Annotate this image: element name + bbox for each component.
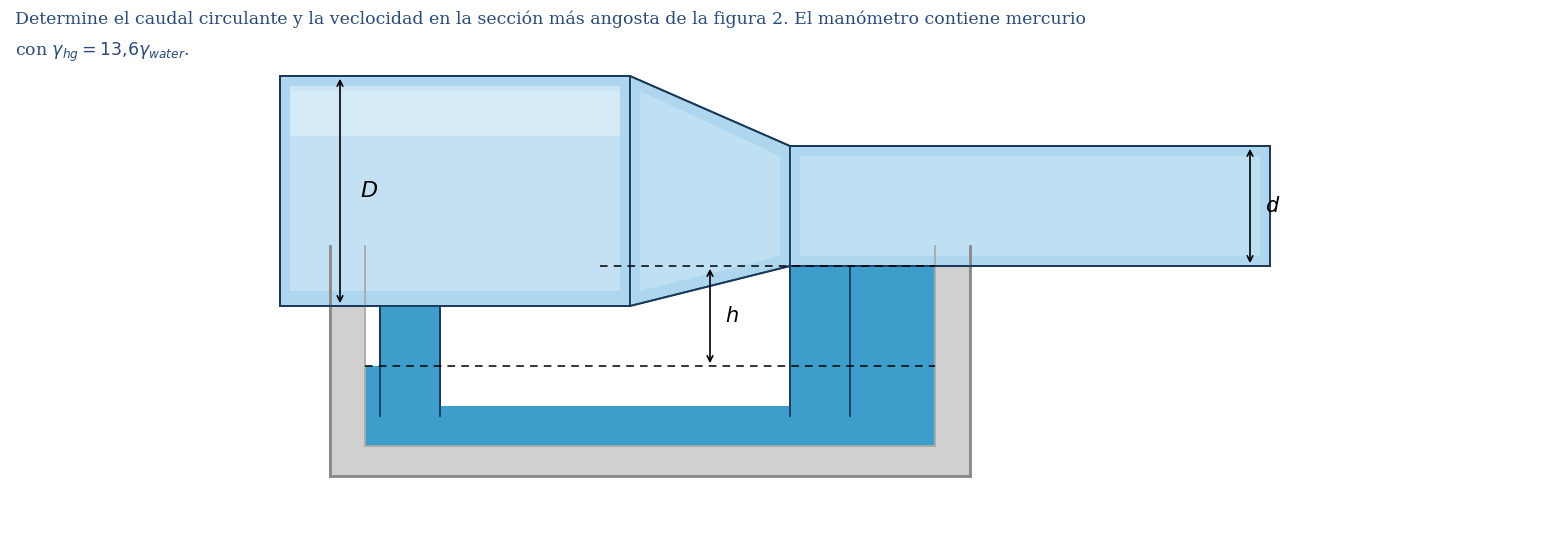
FancyBboxPatch shape — [365, 406, 934, 446]
Polygon shape — [640, 91, 780, 291]
FancyBboxPatch shape — [365, 366, 440, 446]
FancyBboxPatch shape — [331, 246, 970, 476]
Text: $h$: $h$ — [725, 306, 739, 326]
Text: $D$: $D$ — [360, 180, 378, 202]
FancyBboxPatch shape — [789, 266, 850, 416]
FancyBboxPatch shape — [789, 266, 934, 446]
FancyBboxPatch shape — [279, 76, 630, 306]
FancyBboxPatch shape — [290, 86, 619, 136]
Text: con $\gamma_{hg} = 13{,}6\gamma_{water}$.: con $\gamma_{hg} = 13{,}6\gamma_{water}$… — [16, 41, 189, 64]
FancyBboxPatch shape — [381, 306, 440, 416]
FancyBboxPatch shape — [800, 156, 1260, 256]
Text: Determine el caudal circulante y la veclocidad en la sección más angosta de la f: Determine el caudal circulante y la vecl… — [16, 11, 1086, 28]
FancyBboxPatch shape — [365, 246, 934, 446]
Polygon shape — [630, 76, 789, 306]
FancyBboxPatch shape — [290, 91, 619, 291]
FancyBboxPatch shape — [789, 146, 1270, 266]
Text: $d$: $d$ — [1265, 196, 1281, 216]
